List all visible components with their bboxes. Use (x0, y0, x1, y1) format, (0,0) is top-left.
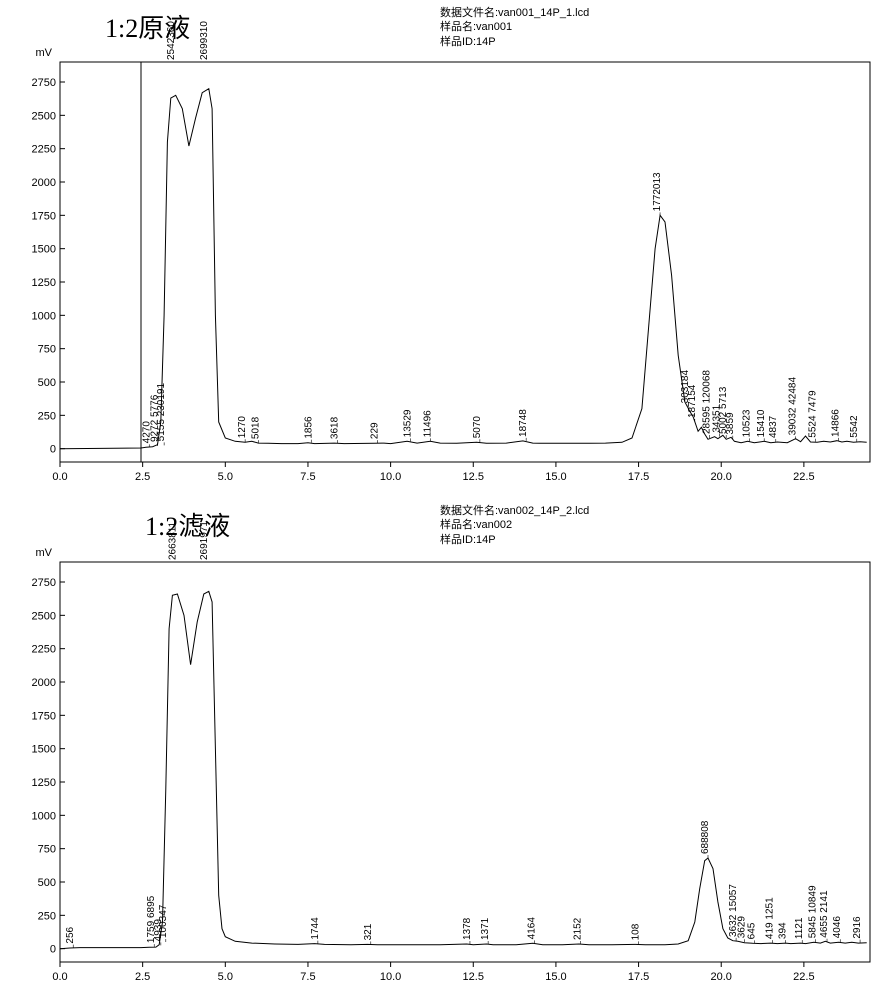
svg-text:7.5: 7.5 (300, 971, 315, 983)
chart2-wrapper: 1:2滤液 数据文件名:van002_14P_2.lcd 样品名:van002 … (0, 500, 883, 1000)
svg-text:1856: 1856 (303, 416, 314, 439)
chart1-meta-id: 样品ID:14P (440, 35, 589, 49)
svg-text:2699310: 2699310 (199, 21, 210, 60)
svg-text:5070: 5070 (472, 416, 483, 439)
svg-text:5.0: 5.0 (218, 971, 233, 983)
svg-text:1772013: 1772013 (652, 172, 663, 211)
svg-text:11496: 11496 (422, 410, 433, 438)
svg-text:0.0: 0.0 (52, 971, 67, 983)
svg-text:2250: 2250 (32, 644, 56, 656)
svg-text:500: 500 (38, 877, 56, 889)
chart2-meta-id: 样品ID:14P (440, 533, 589, 547)
svg-text:645: 645 (746, 922, 757, 939)
chart1-meta-file: 数据文件名:van001_14P_1.lcd (440, 6, 589, 20)
svg-text:5.0: 5.0 (218, 471, 233, 483)
svg-text:17.5: 17.5 (628, 471, 649, 483)
svg-text:7.5: 7.5 (300, 471, 315, 483)
svg-text:13529: 13529 (402, 409, 413, 437)
svg-text:100347: 100347 (158, 904, 169, 938)
svg-text:2750: 2750 (32, 577, 56, 589)
svg-text:22.5: 22.5 (793, 471, 814, 483)
svg-text:2500: 2500 (32, 110, 56, 122)
svg-text:2.5: 2.5 (135, 971, 150, 983)
chart2-title: 1:2滤液 (145, 506, 230, 543)
svg-text:1371: 1371 (480, 917, 491, 940)
svg-text:4837: 4837 (768, 415, 779, 438)
svg-text:2500: 2500 (32, 610, 56, 622)
svg-text:256: 256 (65, 926, 76, 943)
svg-text:15410: 15410 (756, 409, 767, 437)
svg-text:750: 750 (38, 844, 56, 856)
svg-text:1744: 1744 (310, 917, 321, 940)
svg-text:419 1251: 419 1251 (764, 897, 775, 939)
chart2-meta-sample: 样品名:van002 (440, 518, 589, 532)
svg-text:1250: 1250 (32, 777, 56, 789)
svg-text:1378: 1378 (462, 917, 473, 940)
svg-text:20.0: 20.0 (711, 971, 732, 983)
svg-text:1500: 1500 (32, 244, 56, 256)
svg-text:0: 0 (50, 944, 56, 956)
svg-text:3618: 3618 (330, 416, 341, 439)
svg-text:4164: 4164 (526, 917, 537, 940)
svg-text:250: 250 (38, 910, 56, 922)
svg-text:187154: 187154 (687, 384, 698, 418)
svg-text:17.5: 17.5 (628, 971, 649, 983)
svg-text:22.5: 22.5 (793, 971, 814, 983)
svg-text:1121: 1121 (794, 917, 805, 939)
svg-text:12.5: 12.5 (463, 971, 484, 983)
svg-text:4655 2141: 4655 2141 (819, 890, 830, 938)
svg-text:2000: 2000 (32, 677, 56, 689)
chart1-wrapper: 1:2原液 数据文件名:van001_14P_1.lcd 样品名:van001 … (0, 0, 883, 500)
svg-text:12.5: 12.5 (463, 471, 484, 483)
svg-text:14866: 14866 (831, 409, 842, 437)
svg-text:394: 394 (778, 922, 789, 939)
svg-text:15.0: 15.0 (545, 471, 566, 483)
chart1-svg: 0 250 500 750 1000 1250 1500 1750 2000 2250 2500 27… (0, 0, 883, 500)
chart1-meta-sample: 样品名:van001 (440, 20, 589, 34)
svg-text:10.0: 10.0 (380, 971, 401, 983)
svg-text:0.0: 0.0 (52, 471, 67, 483)
svg-text:mV: mV (36, 547, 53, 559)
svg-text:250: 250 (38, 410, 56, 422)
svg-text:10.0: 10.0 (380, 471, 401, 483)
svg-text:1250: 1250 (32, 277, 56, 289)
svg-text:229: 229 (369, 422, 380, 439)
svg-text:1750: 1750 (32, 210, 56, 222)
svg-text:1000: 1000 (32, 310, 56, 322)
svg-text:321: 321 (363, 923, 374, 940)
svg-text:1500: 1500 (32, 744, 56, 756)
svg-text:688808: 688808 (700, 820, 711, 854)
svg-text:5155 230191: 5155 230191 (156, 383, 167, 442)
svg-text:3859: 3859 (725, 412, 736, 435)
svg-text:2916: 2916 (852, 916, 863, 939)
svg-text:4046: 4046 (832, 916, 843, 939)
svg-text:2.5: 2.5 (135, 471, 150, 483)
chart1-title: 1:2原液 (105, 8, 190, 45)
svg-text:2250: 2250 (32, 144, 56, 156)
svg-text:2152: 2152 (573, 917, 584, 940)
svg-text:5524 7479: 5524 7479 (807, 390, 818, 438)
svg-text:1750: 1750 (32, 710, 56, 722)
svg-text:20.0: 20.0 (711, 471, 732, 483)
chart2-meta-file: 数据文件名:van002_14P_2.lcd (440, 504, 589, 518)
svg-text:15.0: 15.0 (545, 971, 566, 983)
chart2-svg: 0 250 500 750 1000 1250 1500 1750 2000 2250 2500 27… (0, 500, 883, 1000)
svg-text:39032 42484: 39032 42484 (788, 377, 799, 436)
svg-text:0: 0 (50, 444, 56, 456)
svg-text:10523: 10523 (741, 409, 752, 437)
svg-text:500: 500 (38, 377, 56, 389)
chart1-meta: 数据文件名:van001_14P_1.lcd 样品名:van001 样品ID:1… (440, 6, 589, 49)
svg-text:18748: 18748 (518, 409, 529, 437)
svg-text:2000: 2000 (32, 177, 56, 189)
svg-text:5845 10849: 5845 10849 (807, 885, 818, 938)
svg-text:1000: 1000 (32, 810, 56, 822)
svg-text:5542: 5542 (849, 415, 860, 438)
svg-text:5018: 5018 (250, 416, 261, 439)
svg-text:mV: mV (36, 47, 53, 59)
svg-text:1270: 1270 (237, 416, 248, 439)
svg-text:108: 108 (631, 923, 642, 940)
svg-text:2750: 2750 (32, 77, 56, 89)
chart2-meta: 数据文件名:van002_14P_2.lcd 样品名:van002 样品ID:1… (440, 504, 589, 547)
svg-text:750: 750 (38, 344, 56, 356)
